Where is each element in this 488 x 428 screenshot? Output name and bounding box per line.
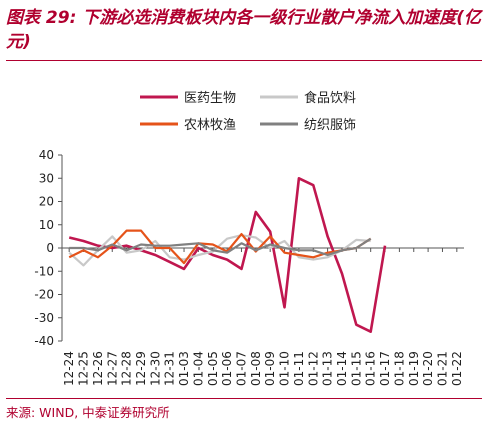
- series-line-s1: [68, 234, 371, 267]
- x-tick-label: 01-21: [435, 351, 449, 386]
- x-tick-label: 01-17: [378, 351, 392, 386]
- x-tick-label: 01-22: [450, 351, 464, 386]
- x-tick-label: 01-18: [392, 351, 406, 386]
- x-tick-label: 01-13: [321, 351, 335, 386]
- x-tick-label: 01-09: [263, 351, 277, 386]
- legend: 医药生物 食品饮料 农林牧渔 纺织服饰: [140, 90, 356, 133]
- y-tick-label: -40: [34, 334, 54, 348]
- x-tick-label: 01-15: [349, 351, 363, 386]
- x-tick-label: 01-08: [249, 351, 263, 386]
- x-tick-label: 01-16: [364, 351, 378, 386]
- source-note: 来源: WIND, 中泰证券研究所: [6, 405, 170, 420]
- x-tick-label: 12-25: [77, 351, 91, 386]
- x-tick-label: 01-10: [278, 351, 292, 386]
- y-tick-label: 40: [39, 148, 54, 162]
- y-tick-label: 30: [39, 171, 54, 185]
- x-tick-label: 12-27: [105, 351, 119, 386]
- x-tick-label: 12-28: [120, 351, 134, 386]
- legend-label-s0: 医药生物: [184, 91, 236, 106]
- x-tick-label: 01-06: [220, 351, 234, 386]
- x-tick-label: 01-20: [421, 351, 435, 386]
- y-tick-label: 20: [39, 195, 54, 209]
- legend-label-s1: 食品饮料: [304, 90, 356, 106]
- x-tick-label: 01-07: [234, 351, 248, 386]
- x-tick-label: 01-19: [407, 351, 421, 386]
- series-line-s2: [68, 229, 372, 265]
- x-tick-label: 01-04: [191, 351, 205, 386]
- y-tick-label: -20: [34, 288, 54, 302]
- x-tick-label: 01-03: [177, 351, 191, 386]
- legend-label-s3: 纺织服饰: [304, 118, 356, 133]
- x-tick-label: 01-14: [335, 351, 349, 386]
- legend-label-s2: 农林牧渔: [184, 118, 236, 133]
- x-tick-label: 12-31: [163, 351, 177, 386]
- x-tick-label: 12-24: [62, 351, 76, 386]
- x-tick-label: 01-12: [306, 351, 320, 386]
- x-tick-label: 01-05: [206, 351, 220, 386]
- x-tick-label: 12-26: [91, 351, 105, 386]
- y-tick-label: 0: [46, 241, 54, 255]
- series-line-s3: [69, 237, 372, 257]
- source-divider: [6, 398, 482, 399]
- plot-area: [68, 177, 387, 334]
- x-tick-label: 12-29: [134, 351, 148, 386]
- y-tick-label: -30: [34, 311, 54, 325]
- series-line-s0: [68, 177, 387, 334]
- y-tick-label: 10: [39, 218, 54, 232]
- x-tick-label: 01-11: [292, 351, 306, 386]
- title-divider: [6, 60, 482, 61]
- x-tick-label: 12-30: [148, 351, 162, 386]
- chart-title: 图表 29: 下游必选消费板块内各一级行业散户净流入加速度(亿元): [6, 8, 482, 52]
- y-tick-label: -10: [34, 264, 54, 278]
- line-chart: 医药生物 食品饮料 农林牧渔 纺织服饰 -40 -30 -20 -10 0 10 20 30 4…: [34, 90, 464, 386]
